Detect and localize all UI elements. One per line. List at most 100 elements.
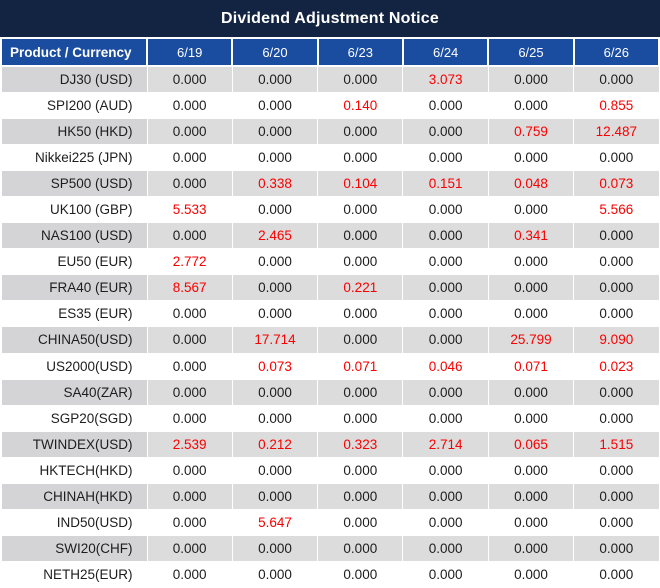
dividend-value-cell: 0.000 [231,248,319,276]
dividend-value-cell: 0.000 [402,222,489,250]
dividend-value-cell: 0.000 [402,326,489,354]
dividend-value-cell: 0.000 [573,561,660,588]
dividend-value-cell: 0.046 [402,352,489,380]
dividend-value-cell: 0.000 [317,65,404,93]
header-row: Product / Currency 6/19 6/20 6/23 6/24 6/25 6/… [0,37,660,67]
dividend-value-cell: 0.000 [487,65,575,93]
table-row: DJ30 (USD) 0.000 0.000 0.000 3.073 0.000 0.000 [0,65,660,93]
dividend-value-cell: 2.772 [146,248,233,276]
dividend-value-cell: 0.000 [402,143,489,171]
table-row: Nikkei225 (JPN) 0.000 0.000 0.000 0.000 0.000… [0,143,660,171]
dividend-value-cell: 0.000 [487,535,575,563]
product-label-cell: SGP20(SGD) [0,404,148,432]
product-label-cell: DJ30 (USD) [0,65,148,93]
dividend-value-cell: 0.000 [231,378,319,406]
dividend-value-cell: 0.000 [146,482,233,511]
dividend-value-cell: 0.000 [402,561,489,588]
dividend-value-cell: 0.000 [317,248,404,276]
dividend-value-cell: 0.000 [402,274,489,302]
dividend-value-cell: 0.000 [146,117,233,145]
product-label-cell: CHINA50(USD) [0,326,148,354]
table-row: ES35 (EUR) 0.000 0.000 0.000 0.000 0.000 0.000 [0,300,660,328]
dividend-value-cell: 0.000 [146,326,233,354]
dividend-value-cell: 0.000 [146,509,233,537]
dividend-value-cell: 0.000 [231,404,319,432]
dividend-value-cell: 0.000 [146,404,233,432]
table-row: IND50(USD) 0.000 5.647 0.000 0.000 0.000 0.000 [0,509,660,537]
dividend-value-cell: 0.000 [231,561,319,588]
product-label-cell: US2000(USD) [0,352,148,380]
dividend-value-cell: 0.000 [573,535,660,563]
product-label-cell: SP500 (USD) [0,169,148,197]
column-header-date: 6/24 [401,37,490,67]
product-label-cell: NETH25(EUR) [0,561,148,588]
product-label-cell: EU50 (EUR) [0,248,148,276]
dividend-value-cell: 0.000 [487,456,575,485]
table-row: EU50 (EUR) 2.772 0.000 0.000 0.000 0.000 0.000 [0,248,660,276]
dividend-value-cell: 0.000 [402,378,489,406]
dividend-value-cell: 0.000 [573,248,660,276]
dividend-value-cell: 0.000 [146,91,233,119]
product-label-cell: NAS100 (USD) [0,222,148,250]
dividend-value-cell: 0.000 [402,248,489,276]
dividend-value-cell: 0.071 [317,352,404,380]
table-row: UK100 (GBP) 5.533 0.000 0.000 0.000 0.000 5.56… [0,195,660,224]
dividend-value-cell: 0.000 [317,378,404,406]
dividend-value-cell: 0.000 [487,404,575,432]
dividend-value-cell: 0.000 [573,509,660,537]
dividend-value-cell: 0.065 [487,430,575,458]
column-header-date: 6/19 [145,37,234,67]
dividend-value-cell: 0.073 [573,169,660,197]
table-row: NETH25(EUR) 0.000 0.000 0.000 0.000 0.000 0.00… [0,561,660,588]
dividend-value-cell: 0.000 [573,482,660,511]
dividend-value-cell: 0.000 [317,143,404,171]
dividend-value-cell: 9.090 [573,326,660,354]
product-label-cell: SA40(ZAR) [0,378,148,406]
dividend-value-cell: 0.000 [231,143,319,171]
dividend-value-cell: 0.000 [146,352,233,380]
dividend-value-cell: 0.000 [487,195,575,224]
product-label-cell: HKTECH(HKD) [0,456,148,485]
table-row: CHINA50(USD) 0.000 17.714 0.000 0.000 25.799 9… [0,326,660,354]
column-header-product-currency: Product / Currency [0,37,148,67]
dividend-value-cell: 0.000 [146,378,233,406]
dividend-value-cell: 0.000 [231,117,319,145]
dividend-value-cell: 0.000 [402,456,489,485]
dividend-value-cell: 2.714 [402,430,489,458]
dividend-value-cell: 0.855 [573,91,660,119]
dividend-value-cell: 0.212 [231,430,319,458]
dividend-value-cell: 0.000 [487,482,575,511]
dividend-value-cell: 0.000 [487,248,575,276]
dividend-value-cell: 17.714 [231,326,319,354]
dividend-value-cell: 0.000 [146,169,233,197]
dividend-value-cell: 0.000 [487,300,575,328]
dividend-value-cell: 0.073 [231,352,319,380]
dividend-value-cell: 0.000 [487,91,575,119]
dividend-value-cell: 0.000 [317,326,404,354]
dividend-value-cell: 0.000 [146,222,233,250]
dividend-value-cell: 0.000 [231,65,319,93]
dividend-value-cell: 0.000 [573,65,660,93]
dividend-value-cell: 0.140 [317,91,404,119]
dividend-value-cell: 0.000 [146,561,233,588]
dividend-value-cell: 0.000 [573,274,660,302]
dividend-value-cell: 0.071 [487,352,575,380]
table-row: NAS100 (USD) 0.000 2.465 0.000 0.000 0.341 0.0… [0,222,660,250]
dividend-value-cell: 0.000 [487,274,575,302]
dividend-value-cell: 0.000 [231,482,319,511]
dividend-value-cell: 3.073 [402,65,489,93]
dividend-value-cell: 0.000 [402,195,489,224]
table-row: TWINDEX(USD) 2.539 0.212 0.323 2.714 0.065 1.5… [0,430,660,458]
dividend-value-cell: 0.000 [487,509,575,537]
column-header-date: 6/25 [487,37,575,67]
dividend-value-cell: 0.000 [402,509,489,537]
table-row: HK50 (HKD) 0.000 0.000 0.000 0.000 0.759 12.48… [0,117,660,145]
table-row: SP500 (USD) 0.000 0.338 0.104 0.151 0.048 0.07… [0,169,660,197]
product-label-cell: FRA40 (EUR) [0,274,148,302]
dividend-value-cell: 0.000 [317,482,404,511]
product-label-cell: SPI200 (AUD) [0,91,148,119]
dividend-value-cell: 0.000 [573,143,660,171]
table-header: Product / Currency 6/19 6/20 6/23 6/24 6/25 6/… [0,37,660,67]
dividend-value-cell: 0.000 [573,300,660,328]
dividend-value-cell: 2.539 [146,430,233,458]
